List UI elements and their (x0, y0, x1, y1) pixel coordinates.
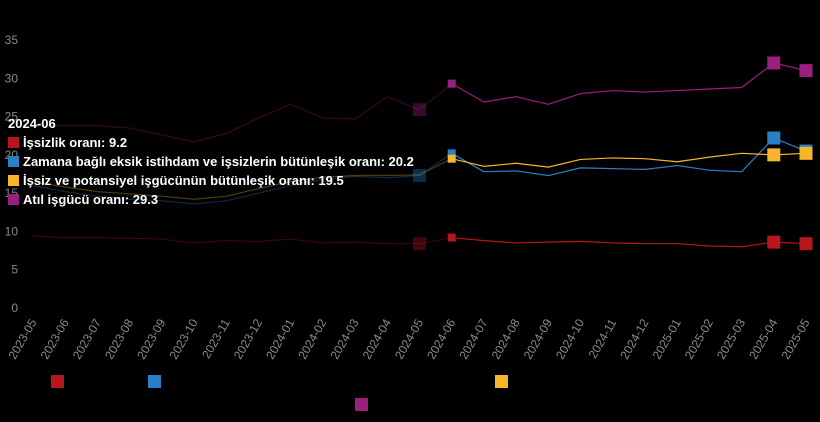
hover-point-s4[interactable] (447, 79, 456, 88)
x-tick-label: 2024-08 (489, 316, 523, 361)
y-tick-label: 10 (5, 224, 19, 238)
x-axis: 2023-052023-062023-072023-082023-092023-… (5, 316, 812, 361)
x-tick-label: 2024-12 (617, 316, 651, 361)
marker-s2[interactable] (413, 169, 426, 183)
series-line-s2-before (32, 152, 453, 205)
x-tick-label: 2023-11 (199, 316, 233, 361)
series-lines (32, 62, 807, 248)
x-tick-label: 2024-07 (456, 316, 490, 361)
y-tick-label: 25 (5, 110, 19, 124)
x-tick-label: 2024-05 (392, 316, 426, 361)
series-line-s1-before (32, 235, 452, 245)
x-tick-label: 2024-03 (328, 316, 362, 361)
marker-s1[interactable] (413, 237, 426, 251)
x-tick-label: 2025-05 (778, 316, 812, 361)
hover-point-s1[interactable] (447, 233, 456, 242)
x-tick-label: 2025-03 (714, 316, 748, 361)
marker-s4[interactable] (413, 103, 426, 117)
x-tick-label: 2023-06 (38, 316, 72, 361)
marker-s3[interactable] (767, 148, 781, 162)
y-tick-label: 5 (11, 263, 18, 277)
series-markers (413, 56, 813, 251)
x-tick-label: 2024-01 (263, 316, 297, 361)
legend-swatch-s4[interactable] (355, 398, 368, 411)
marker-s1[interactable] (767, 235, 781, 249)
y-tick-label: 0 (11, 301, 18, 315)
x-tick-label: 2025-01 (650, 316, 684, 361)
series-line-s3-before (32, 158, 452, 200)
series-line-s1 (451, 236, 807, 248)
hover-point-s2[interactable] (447, 149, 456, 158)
x-tick-label: 2024-10 (553, 316, 587, 361)
x-tick-label: 2023-05 (5, 316, 39, 361)
x-tick-label: 2023-07 (70, 316, 104, 361)
x-tick-label: 2025-02 (682, 316, 716, 361)
legend-swatch-s3[interactable] (495, 375, 508, 388)
y-axis: 0 5 10 15 20 25 30 35 (5, 33, 19, 315)
x-tick-label: 2024-02 (295, 316, 329, 361)
x-tick-label: 2024-09 (521, 316, 555, 361)
legend-swatch-s2[interactable] (148, 375, 161, 388)
marker-s3[interactable] (799, 146, 813, 160)
hover-point-s3[interactable] (447, 154, 456, 163)
x-tick-label: 2024-11 (586, 316, 620, 361)
marker-s4[interactable] (767, 56, 781, 70)
y-tick-label: 30 (5, 71, 19, 85)
y-tick-label: 20 (5, 148, 19, 162)
marker-s1[interactable] (799, 237, 813, 251)
x-tick-label: 2023-09 (134, 316, 168, 361)
x-tick-label: 2024-04 (360, 316, 394, 361)
x-tick-label: 2023-08 (102, 316, 136, 361)
x-tick-label: 2024-06 (424, 316, 458, 361)
legend-swatch-s1[interactable] (51, 375, 64, 388)
marker-s4[interactable] (799, 64, 813, 78)
x-tick-label: 2023-12 (231, 316, 265, 361)
series-line-s4-before (32, 83, 453, 143)
x-tick-label: 2025-04 (746, 316, 780, 361)
series-line-s2 (451, 137, 807, 177)
series-line-s4 (451, 62, 807, 105)
marker-s2[interactable] (767, 131, 781, 145)
x-tick-label: 2023-10 (166, 316, 200, 361)
series-line-s3 (451, 152, 807, 168)
y-tick-label: 35 (5, 33, 19, 47)
y-tick-label: 15 (5, 186, 19, 200)
